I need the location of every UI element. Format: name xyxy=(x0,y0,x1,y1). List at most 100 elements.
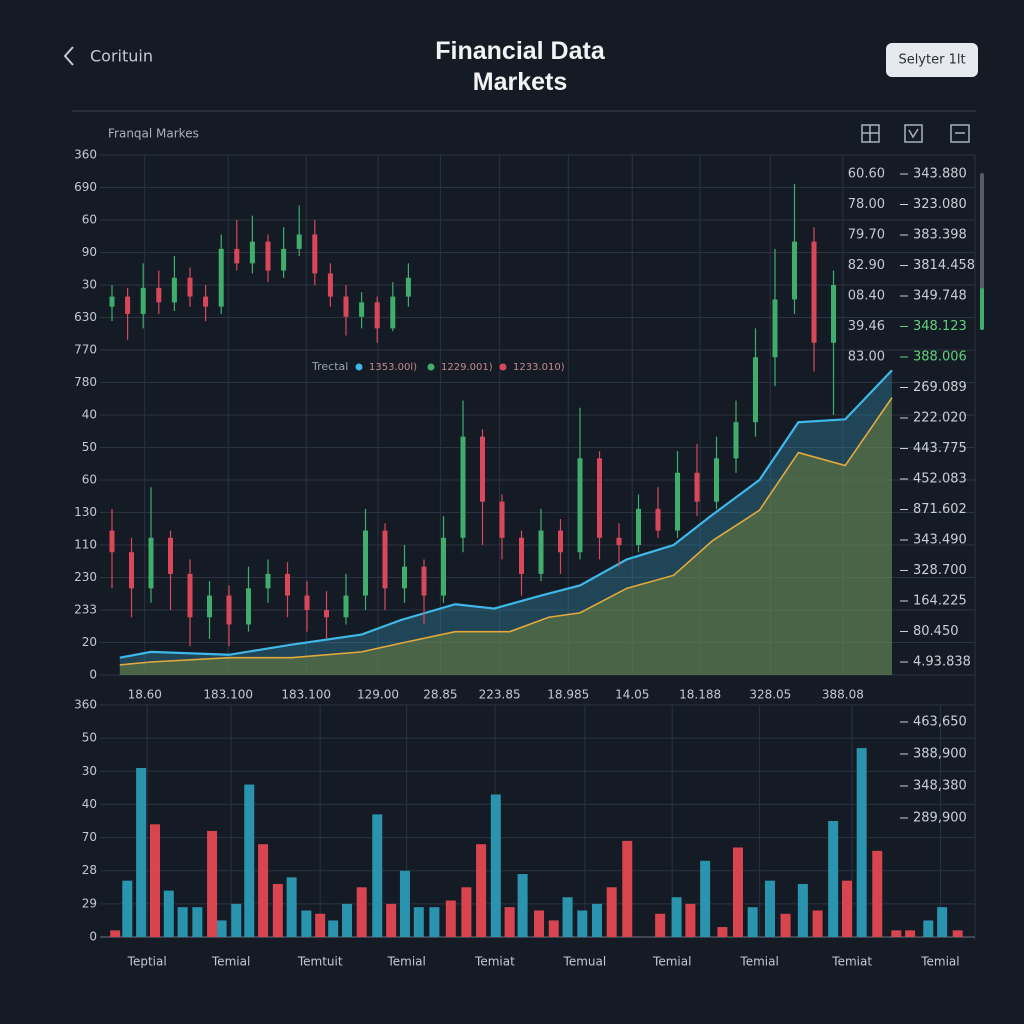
candle-body xyxy=(218,248,224,307)
bar xyxy=(606,887,617,937)
y-tick-label: 110 xyxy=(74,538,97,552)
bar xyxy=(301,910,312,937)
bar xyxy=(476,844,487,937)
candle-body xyxy=(772,299,778,358)
candle-body xyxy=(460,436,466,538)
candle-body xyxy=(714,458,719,502)
y-tick-label: 0 xyxy=(89,668,97,682)
button-label[interactable]: Selyter 1lt xyxy=(898,53,965,68)
right-label: 388,900 xyxy=(913,747,967,762)
right-label: 323.080 xyxy=(913,197,967,212)
candle-body xyxy=(156,287,162,303)
back-label[interactable]: Corituin xyxy=(90,47,153,66)
bar xyxy=(315,913,326,937)
bar xyxy=(891,930,902,937)
bar xyxy=(952,930,963,937)
x-tick-label: 183.100 xyxy=(203,688,253,702)
bar xyxy=(780,913,791,937)
candle-body xyxy=(343,595,349,618)
bar xyxy=(717,927,728,937)
legend-marker xyxy=(355,363,363,371)
candle-body xyxy=(226,595,232,625)
candle-body xyxy=(597,458,602,538)
scrollbar-thumb[interactable] xyxy=(980,288,984,330)
candle-body xyxy=(480,436,485,502)
right-label: 222.020 xyxy=(913,411,967,426)
icon-part xyxy=(908,128,919,139)
x-tick-label: Temtuit xyxy=(297,955,343,969)
y-tick-label: 360 xyxy=(74,698,97,712)
y-tick-label: 60 xyxy=(82,213,97,227)
title-box: Financial Data Markets xyxy=(435,37,605,96)
right-label: 328.700 xyxy=(913,563,967,578)
bar xyxy=(258,844,269,937)
y-tick-label: 20 xyxy=(82,635,97,649)
candle-body xyxy=(363,530,368,596)
bar xyxy=(732,847,743,937)
bar xyxy=(372,814,383,937)
bar xyxy=(655,913,666,937)
bar xyxy=(671,897,682,937)
bar xyxy=(841,880,852,937)
bar xyxy=(872,850,883,937)
bar xyxy=(764,880,775,937)
candle-body xyxy=(359,302,365,317)
x-tick-label: Temial xyxy=(739,955,778,969)
right-label: 383.398 xyxy=(913,228,967,243)
candle-body xyxy=(694,472,700,502)
candle-body xyxy=(168,537,173,574)
bar xyxy=(386,903,397,937)
bar xyxy=(828,821,839,937)
x-tick-label: Teptial xyxy=(127,955,167,969)
bar xyxy=(797,883,808,937)
y-tick-label: 30 xyxy=(82,278,97,292)
bar xyxy=(328,920,339,937)
right-label: 871.602 xyxy=(913,502,967,517)
candle-body xyxy=(519,537,524,574)
candle-body xyxy=(558,530,563,553)
bar xyxy=(399,870,410,937)
bar xyxy=(685,903,696,937)
bar xyxy=(747,907,758,937)
candle-body xyxy=(246,588,251,625)
candle-body xyxy=(171,277,177,303)
candle-body xyxy=(655,508,661,531)
bar xyxy=(163,890,174,937)
bar xyxy=(622,840,633,937)
bar xyxy=(136,767,147,937)
back-icon[interactable] xyxy=(63,46,74,66)
box-icon[interactable] xyxy=(950,124,970,143)
candle-body xyxy=(109,296,115,307)
right-label: 269.089 xyxy=(913,380,967,395)
y-tick-label: 360 xyxy=(74,148,97,162)
candle-body xyxy=(324,610,329,618)
y-tick-label: 29 xyxy=(82,896,97,910)
candle-body xyxy=(281,248,287,271)
y-tick-label: 230 xyxy=(74,570,97,584)
x-tick-label: Temial xyxy=(211,955,250,969)
bar xyxy=(700,860,711,937)
button[interactable] xyxy=(886,43,978,77)
candle-body xyxy=(304,595,310,610)
candle-body xyxy=(207,595,212,618)
candle-body xyxy=(249,241,255,264)
bar xyxy=(591,903,602,937)
y-tick-label: 30 xyxy=(82,764,97,778)
price-label: 60.60 xyxy=(848,167,885,182)
right-label: 343.880 xyxy=(913,167,967,182)
candle-body xyxy=(296,234,302,249)
y-tick-label: 60 xyxy=(82,473,97,487)
x-tick-label: Temual xyxy=(563,955,607,969)
bar xyxy=(192,907,203,937)
shield-icon[interactable] xyxy=(904,124,923,143)
right-label: 80.450 xyxy=(913,624,959,639)
bar xyxy=(548,920,559,937)
right-label: 443.775 xyxy=(913,441,967,456)
bar xyxy=(812,910,823,937)
x-tick-label: 223.85 xyxy=(479,688,521,702)
right-label: 349.748 xyxy=(913,289,967,304)
y-tick-label: 50 xyxy=(82,440,97,454)
line xyxy=(119,397,893,666)
y-tick-label: 40 xyxy=(82,408,97,422)
